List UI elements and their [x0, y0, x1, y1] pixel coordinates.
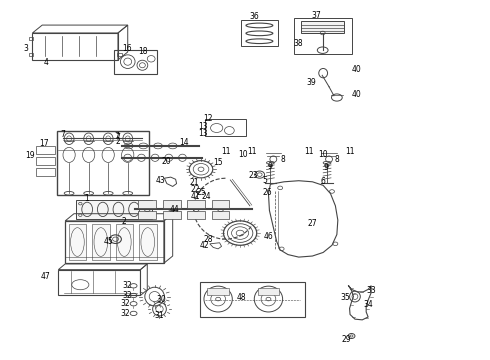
Bar — [36, 146, 55, 154]
Text: 31: 31 — [155, 311, 164, 320]
Text: 44: 44 — [169, 205, 179, 214]
Text: 11: 11 — [221, 147, 231, 156]
Bar — [294, 18, 351, 54]
Text: 47: 47 — [41, 271, 50, 280]
Text: 40: 40 — [351, 65, 361, 74]
Bar — [58, 270, 141, 296]
Text: 36: 36 — [249, 12, 259, 21]
Text: 45: 45 — [103, 237, 113, 246]
Text: 41: 41 — [190, 192, 200, 201]
Text: 29: 29 — [342, 335, 351, 344]
Text: 40: 40 — [351, 90, 361, 99]
Text: 15: 15 — [213, 158, 223, 167]
Text: 38: 38 — [293, 39, 303, 48]
Bar — [117, 53, 122, 56]
Polygon shape — [187, 211, 205, 220]
Text: 22: 22 — [191, 185, 200, 194]
Text: 33: 33 — [366, 286, 376, 295]
Polygon shape — [207, 288, 229, 295]
Text: 26: 26 — [262, 188, 272, 197]
Text: 42: 42 — [200, 241, 210, 250]
Bar — [200, 282, 305, 317]
Polygon shape — [139, 201, 156, 208]
Bar — [205, 119, 246, 136]
Polygon shape — [258, 288, 279, 295]
Polygon shape — [187, 201, 205, 208]
Bar — [114, 50, 157, 74]
Text: 2: 2 — [116, 137, 121, 146]
Text: 24: 24 — [201, 192, 211, 201]
Text: 35: 35 — [340, 293, 350, 302]
Bar — [76, 200, 152, 219]
Text: 30: 30 — [156, 294, 166, 303]
Text: 8: 8 — [281, 155, 286, 164]
Text: 6: 6 — [321, 177, 326, 186]
Text: 2: 2 — [122, 217, 126, 226]
Text: 48: 48 — [236, 293, 246, 302]
Bar — [301, 22, 344, 33]
Text: 32: 32 — [121, 309, 130, 318]
Text: 32: 32 — [122, 281, 132, 290]
Text: 18: 18 — [139, 47, 148, 56]
Bar — [28, 37, 33, 40]
Text: 39: 39 — [306, 78, 316, 87]
Text: 12: 12 — [204, 114, 213, 123]
Text: 23: 23 — [249, 171, 259, 180]
Text: 8: 8 — [335, 155, 339, 164]
Polygon shape — [212, 211, 229, 220]
Text: 11: 11 — [247, 147, 257, 156]
Text: 7: 7 — [115, 132, 120, 141]
Text: 13: 13 — [198, 122, 208, 131]
Polygon shape — [212, 201, 229, 208]
Text: 32: 32 — [121, 299, 130, 308]
Text: 28: 28 — [204, 235, 213, 244]
Text: 11: 11 — [304, 147, 313, 156]
Bar — [36, 168, 55, 176]
Text: 32: 32 — [122, 291, 132, 300]
Bar — [92, 224, 110, 260]
Text: 10: 10 — [238, 150, 247, 159]
Text: 7: 7 — [61, 130, 66, 139]
Bar — [57, 131, 149, 195]
Text: 43: 43 — [156, 176, 166, 185]
Text: 4: 4 — [43, 58, 48, 67]
Bar — [241, 20, 278, 45]
Text: 19: 19 — [25, 151, 35, 160]
Bar — [139, 224, 157, 260]
Text: 1: 1 — [84, 194, 89, 203]
Text: 17: 17 — [39, 139, 49, 148]
Text: 27: 27 — [308, 219, 317, 228]
Text: 11: 11 — [345, 147, 355, 156]
Text: 16: 16 — [122, 44, 132, 53]
Text: 3: 3 — [24, 44, 28, 53]
Text: 14: 14 — [179, 138, 189, 147]
Bar — [69, 224, 86, 260]
Polygon shape — [163, 201, 180, 208]
Text: 46: 46 — [264, 232, 273, 241]
Bar — [116, 224, 133, 260]
Bar — [28, 53, 33, 56]
Text: 13: 13 — [198, 129, 208, 138]
Bar — [32, 33, 118, 60]
Text: 5: 5 — [262, 176, 267, 185]
Text: 10: 10 — [318, 150, 328, 159]
Text: 20: 20 — [161, 157, 171, 166]
Text: 7: 7 — [116, 133, 121, 142]
Text: 9: 9 — [323, 163, 328, 172]
Text: 9: 9 — [268, 162, 273, 171]
Text: 21: 21 — [190, 178, 199, 187]
Bar — [65, 221, 164, 263]
Text: 34: 34 — [363, 300, 373, 309]
Text: 37: 37 — [311, 11, 321, 20]
Polygon shape — [163, 211, 180, 220]
Text: 25: 25 — [196, 188, 206, 197]
Polygon shape — [139, 211, 156, 220]
Bar — [36, 157, 55, 165]
